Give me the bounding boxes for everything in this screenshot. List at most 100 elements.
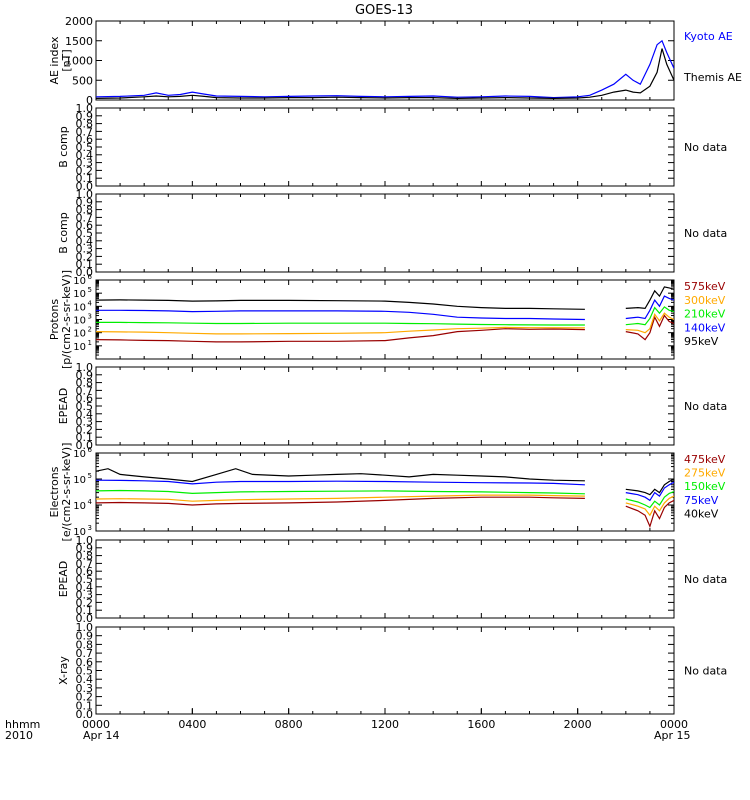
legend-entry: 40keV (684, 507, 719, 520)
y-tick-label: 500 (72, 74, 93, 87)
y-tick-label: 0.0 (76, 439, 94, 452)
y-axis-label: [nT] (60, 49, 73, 71)
no-data-label: No data (684, 573, 727, 586)
y-tick-label: 10 (73, 342, 86, 353)
y-axis-label: [e/(cm2-s-sr-keV)] (60, 443, 73, 542)
legend-entry: 300keV (684, 294, 726, 307)
x-axis-date-start: Apr 14 (83, 729, 120, 742)
legend-entry: 95keV (684, 335, 719, 348)
panel-xray: 0.00.10.20.30.40.50.60.70.80.91.0 X-ray No… (57, 621, 727, 721)
y-tick-label: 0.7 (76, 647, 94, 660)
y-tick-label: 0.0 (76, 266, 94, 279)
series-line-150keV (625, 490, 674, 509)
series-line-575keV (96, 328, 585, 343)
panel-epead1: 0.00.10.20.30.40.50.60.70.80.91.0 EPEAD No… (57, 361, 727, 452)
series-line-210keV (96, 321, 585, 326)
legend-entry: Kyoto AE (684, 30, 733, 43)
y-tick-label: 10 (73, 289, 86, 300)
no-data-label: No data (684, 665, 727, 678)
y-tick-label: 0.3 (76, 243, 94, 256)
x-tick-label: 2000 (564, 718, 592, 731)
y-tick-label: 0.5 (76, 400, 94, 413)
series-line-150keV (96, 489, 585, 495)
y-tick-label: 0.3 (76, 157, 94, 170)
panel-b2: 0.00.10.20.30.40.50.60.70.80.91.0 B comp N… (57, 188, 727, 279)
y-tick-label: 0.0 (76, 612, 94, 625)
y-tick-label: 0.8 (76, 118, 94, 131)
y-tick-label: 0.4 (76, 673, 94, 686)
y-tick-label: 0.7 (76, 125, 94, 138)
x-axis-date-end: Apr 15 (654, 729, 691, 742)
y-tick-label: 0.9 (76, 110, 94, 123)
y-axis-label: [p/(cm2-s-sr-keV)] (60, 270, 73, 369)
y-tick-label: 0.1 (76, 172, 94, 185)
y-tick-exponent: 3 (88, 313, 92, 321)
series-line-40keV (625, 478, 674, 496)
legend-entry: 275keV (684, 467, 726, 480)
y-axis-label: Protons (48, 299, 61, 340)
y-axis-label: B comp (57, 212, 70, 254)
x-tick-label: 1600 (467, 718, 495, 731)
y-tick-label: 0.6 (76, 219, 94, 232)
y-tick-label: 0.6 (76, 656, 94, 669)
panels: 0 500 1000 1500 2000 AE index [nT] Kyoto AE Them… (48, 15, 742, 721)
y-tick-exponent: 3 (88, 524, 92, 532)
panel-ae: 0 500 1000 1500 2000 AE index [nT] Kyoto AE Them… (48, 15, 742, 107)
y-tick-label: 1.0 (76, 361, 94, 374)
y-tick-label: 0.1 (76, 431, 94, 444)
no-data-label: No data (684, 227, 727, 240)
y-tick-label: 10 (73, 302, 86, 313)
y-axis-label: EPEAD (57, 561, 70, 598)
y-tick-label: 1.0 (76, 188, 94, 201)
legend-entry: 150keV (684, 480, 726, 493)
series-group (96, 468, 674, 529)
x-tick-label: 0400 (178, 718, 206, 731)
series-line-40keV (96, 468, 585, 483)
y-tick-label: 1.0 (76, 621, 94, 634)
y-tick-label: 10 (73, 449, 86, 460)
series-line-75keV (625, 481, 674, 502)
y-axis-label: EPEAD (57, 388, 70, 425)
series-line-210keV (625, 306, 674, 326)
y-axis-label: X-ray (57, 656, 70, 685)
y-tick-label: 10 (73, 316, 86, 327)
y-tick-label: 10 (73, 527, 86, 538)
y-tick-label: 0.4 (76, 581, 94, 594)
y-tick-label: 0.2 (76, 596, 94, 609)
y-tick-label: 2000 (65, 15, 93, 28)
series-line-Themis AE (96, 48, 674, 100)
y-tick-exponent: 6 (88, 273, 93, 281)
y-tick-label: 0.6 (76, 565, 94, 578)
y-tick-label: 0.2 (76, 423, 94, 436)
y-tick-exponent: 4 (88, 299, 93, 307)
legend-entry: Themis AE (683, 71, 742, 84)
y-tick-label: 0.2 (76, 164, 94, 177)
series-line-75keV (96, 479, 585, 486)
y-tick-exponent: 4 (88, 498, 93, 506)
series-line-300keV (625, 312, 674, 334)
y-axis-label: B comp (57, 126, 70, 168)
series-line-475keV (96, 496, 585, 506)
no-data-label: No data (684, 141, 727, 154)
series-line-140keV (625, 295, 674, 320)
y-axis-label: Electrons (48, 466, 61, 517)
y-tick-exponent: 6 (88, 446, 93, 454)
series-line-275keV (625, 495, 674, 517)
y-tick-exponent: 5 (88, 472, 92, 480)
legend-entry: 140keV (684, 321, 726, 334)
y-tick-label: 0.8 (76, 550, 94, 563)
y-tick-label: 1000 (65, 55, 93, 68)
no-data-label: No data (684, 400, 727, 413)
y-tick-label: 0.5 (76, 227, 94, 240)
series-group (96, 286, 674, 343)
y-tick-label: 0.0 (76, 180, 94, 193)
y-tick-label: 0.3 (76, 416, 94, 429)
y-tick-exponent: 1 (88, 339, 92, 347)
series-line-575keV (625, 314, 674, 341)
x-tick-label: 1200 (371, 718, 399, 731)
series-line-275keV (96, 494, 585, 502)
y-tick-label: 0.9 (76, 542, 94, 555)
legend-entry: 75keV (684, 494, 719, 507)
y-tick-label: 0 (86, 94, 93, 107)
